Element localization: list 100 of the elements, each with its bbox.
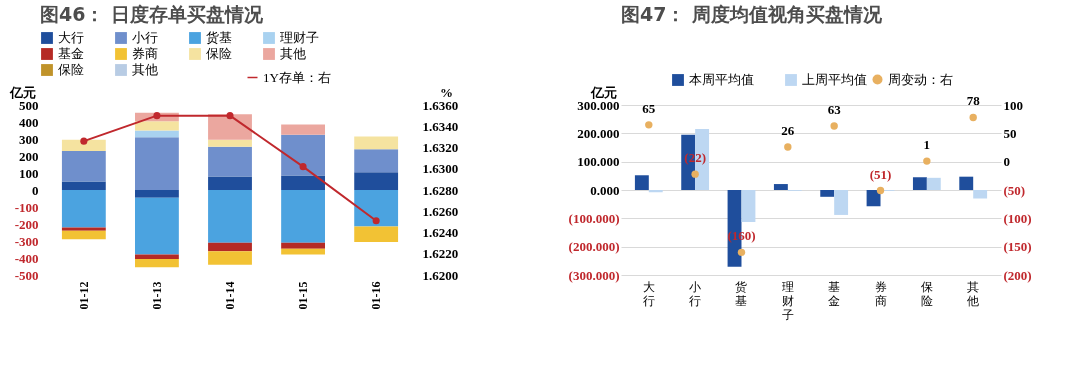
bar (208, 146, 252, 177)
y-axis-title: 亿元 (590, 85, 617, 100)
legend-label: 周变动：右 (888, 71, 953, 87)
point (923, 157, 931, 165)
y2-tick-label: 1.6220 (422, 246, 459, 262)
y2-tick-label: 50 (1003, 125, 1017, 141)
y2-tick-label: 100 (1003, 97, 1023, 113)
bar (281, 124, 325, 135)
bar (208, 114, 252, 140)
bar (866, 190, 881, 207)
point (737, 248, 746, 257)
data-label: 78 (966, 93, 981, 109)
bar (820, 190, 835, 197)
x-tick-label: 01-15 (296, 281, 311, 310)
point (969, 113, 977, 122)
y-tick-label: (100.000) (568, 210, 620, 226)
y2-tick-label: (200) (1003, 267, 1032, 283)
legend-label: 其他 (132, 62, 158, 77)
bar (61, 139, 106, 151)
x-tick-label: 基金 (828, 279, 841, 308)
y2-axis-title: % (440, 85, 453, 100)
bar (61, 181, 106, 190)
legend-label: 货基 (206, 30, 232, 45)
x-tick-label: 大行 (642, 279, 655, 308)
bar (208, 176, 252, 190)
y-tick-label: -100 (14, 199, 39, 215)
bar (61, 230, 106, 240)
legend-label: 大行 (58, 30, 84, 45)
y-tick-label: (300.000) (568, 267, 620, 283)
x-tick-label: 货基 (735, 279, 748, 308)
bar (281, 242, 325, 249)
point (830, 122, 838, 130)
legend-label: 小行 (132, 30, 158, 45)
bar (61, 190, 106, 228)
bar (741, 190, 756, 223)
data-label: (160) (727, 228, 756, 244)
y-tick-label: -200 (14, 216, 39, 232)
y2-tick-label: 1.6300 (422, 161, 459, 177)
bar (135, 137, 179, 190)
legend-label: 上周平均值 (802, 72, 867, 87)
y-axis-title: 亿元 (9, 85, 36, 100)
bar (354, 149, 399, 173)
data-label: 26 (781, 122, 795, 138)
y-tick-label: -300 (14, 233, 39, 249)
y-tick-label: 400 (19, 114, 39, 130)
point (372, 217, 380, 225)
legend-label: 理财子 (280, 30, 319, 45)
bar (61, 227, 106, 231)
data-label: (51) (869, 166, 892, 182)
x-tick-label: 01-12 (76, 281, 91, 310)
bar (281, 248, 325, 255)
bar (354, 172, 399, 190)
bar (135, 190, 179, 198)
x-tick-label: 01-14 (223, 281, 237, 310)
bar (208, 190, 252, 243)
bar (208, 242, 252, 252)
bar (773, 184, 788, 190)
data-label: 63 (827, 101, 842, 117)
bar (281, 190, 325, 243)
y2-tick-label: (100) (1003, 210, 1032, 226)
bar (135, 197, 179, 255)
data-label: 1 (923, 137, 931, 153)
y-tick-label: 0 (32, 182, 39, 198)
y2-tick-label: 0 (1003, 154, 1010, 170)
point (784, 143, 792, 151)
y-tick-label: 200 (19, 148, 39, 164)
y2-tick-label: (150) (1003, 239, 1032, 255)
x-tick-label: 其他 (967, 279, 980, 308)
bar (135, 121, 179, 131)
bar (281, 175, 325, 190)
bar (61, 150, 106, 182)
y-tick-label: -500 (14, 267, 39, 283)
y2-tick-label: 1.6360 (422, 97, 459, 113)
point (691, 170, 699, 178)
x-tick-label: 01-13 (149, 281, 164, 310)
legend-label: 其他 (280, 46, 306, 61)
legend-label: 本周平均值 (689, 72, 754, 87)
bar (281, 134, 325, 176)
y-tick-label: -400 (14, 250, 39, 266)
x-tick-label: 券商 (874, 279, 887, 308)
x-tick-label: 小行 (689, 279, 702, 308)
point (153, 112, 161, 120)
bar (135, 259, 179, 268)
bar (208, 251, 252, 265)
y-tick-label: 300 (19, 131, 39, 147)
bar (973, 190, 988, 199)
x-tick-label: 理财子 (781, 279, 794, 322)
point (80, 137, 88, 145)
x-tick-label: 保险 (920, 279, 933, 308)
bar (354, 136, 399, 150)
y2-tick-label: 1.6280 (422, 182, 459, 198)
bar (959, 176, 974, 190)
bar (926, 177, 941, 190)
chart-title: 图46： 日度存单买盘情况 (40, 3, 265, 25)
y-tick-label: 0.000 (590, 182, 620, 198)
bar (208, 139, 252, 147)
bar (354, 190, 399, 227)
legend-label: 基金 (58, 46, 84, 61)
y2-tick-label: 1.6240 (422, 225, 459, 240)
legend-label: 保险 (206, 46, 232, 61)
